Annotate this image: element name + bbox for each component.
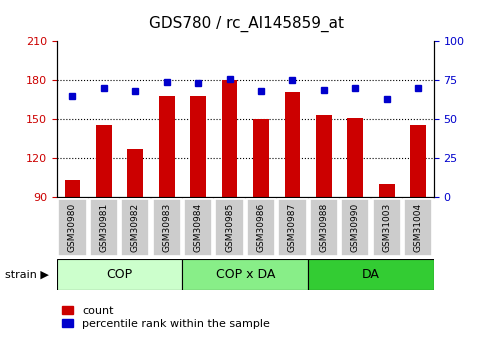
FancyBboxPatch shape (308, 259, 434, 290)
Bar (96, 126, 112, 197)
Text: strain ▶: strain ▶ (5, 269, 49, 279)
Bar (316, 115, 332, 197)
FancyBboxPatch shape (341, 199, 369, 256)
FancyBboxPatch shape (404, 199, 432, 256)
Legend: count, percentile rank within the sample: count, percentile rank within the sample (62, 306, 270, 329)
Text: GSM30987: GSM30987 (288, 203, 297, 252)
Bar (379, 184, 394, 197)
FancyBboxPatch shape (57, 259, 182, 290)
Bar (348, 118, 363, 197)
Bar (159, 96, 175, 197)
FancyBboxPatch shape (182, 259, 308, 290)
FancyBboxPatch shape (215, 199, 244, 256)
FancyBboxPatch shape (121, 199, 149, 256)
Text: GSM31003: GSM31003 (382, 203, 391, 252)
FancyBboxPatch shape (247, 199, 275, 256)
Text: COP: COP (106, 268, 133, 281)
Bar (65, 180, 80, 197)
Text: GSM30986: GSM30986 (256, 203, 266, 252)
FancyBboxPatch shape (278, 199, 307, 256)
Text: GSM30984: GSM30984 (194, 203, 203, 252)
Text: COP x DA: COP x DA (215, 268, 275, 281)
FancyBboxPatch shape (90, 199, 118, 256)
Text: GSM30980: GSM30980 (68, 203, 77, 252)
Text: GSM30990: GSM30990 (351, 203, 360, 252)
FancyBboxPatch shape (310, 199, 338, 256)
Text: GSM30982: GSM30982 (131, 203, 140, 252)
Text: GSM30981: GSM30981 (99, 203, 108, 252)
Bar (284, 92, 300, 197)
Bar (253, 119, 269, 197)
Text: GSM30985: GSM30985 (225, 203, 234, 252)
Bar (190, 96, 206, 197)
FancyBboxPatch shape (58, 199, 87, 256)
FancyBboxPatch shape (184, 199, 212, 256)
Text: GDS780 / rc_AI145859_at: GDS780 / rc_AI145859_at (149, 16, 344, 32)
Bar (410, 126, 426, 197)
FancyBboxPatch shape (373, 199, 401, 256)
FancyBboxPatch shape (152, 199, 181, 256)
Text: GSM31004: GSM31004 (414, 203, 423, 252)
Text: GSM30983: GSM30983 (162, 203, 171, 252)
Bar (222, 80, 238, 197)
Bar (127, 149, 143, 197)
Text: GSM30988: GSM30988 (319, 203, 328, 252)
Text: DA: DA (362, 268, 380, 281)
